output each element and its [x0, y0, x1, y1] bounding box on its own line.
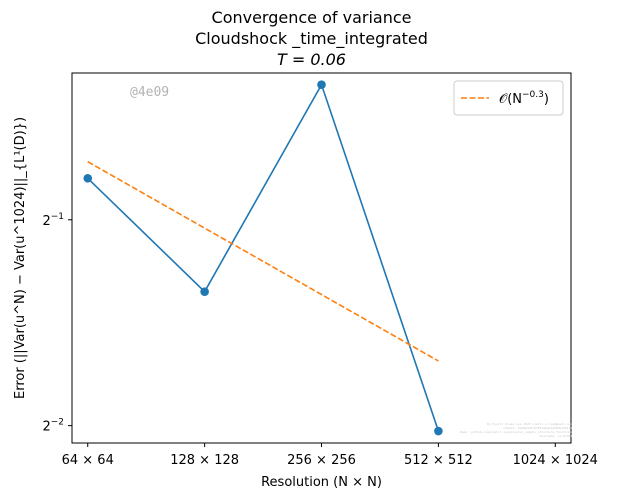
x-axis-title: Resolution (N × N): [261, 475, 382, 490]
footnote-line: Commit: 4e09b3d6f0785d4bab4d295b123111: [503, 426, 572, 430]
y-axis-title: Error (||Var(u^N) − Var(u^1024)||_{L¹(D)…: [13, 117, 28, 399]
reference-slope-line: [87, 160, 439, 362]
legend-box: [453, 80, 564, 116]
data-point: [317, 80, 326, 89]
series-layer: [83, 80, 443, 436]
x-tick-label: 1024 × 1024: [513, 453, 598, 468]
watermark-text: @4e09: [130, 85, 170, 100]
data-point: [83, 173, 93, 183]
x-tick-label: 512 × 512: [404, 453, 473, 468]
footnote-line: By Kjetil Olsen Lye 2020 kjetil.o.lye@gm…: [487, 422, 572, 426]
plot-area-frame: [71, 72, 572, 444]
axes-frame: [71, 72, 572, 444]
y-tick-label: 2−2: [42, 418, 64, 435]
error-series-line: [87, 82, 440, 432]
x-tick-label: 256 × 256: [287, 453, 356, 468]
chart-title: Convergence of variance: [211, 8, 412, 27]
footnote-line: Repo: github.com/kjetil-lye/alsvinn_ismp…: [460, 430, 572, 434]
legend: 𝒪(N−0.3): [453, 80, 564, 116]
x-tick-label: 64 × 64: [62, 453, 114, 468]
chart-subtitle: Cloudshock _time_integrated: [195, 29, 428, 48]
chart-time-label: T = 0.06: [277, 50, 346, 69]
y-tick-label: 2−1: [42, 212, 64, 229]
footnote: By Kjetil Olsen Lye 2020 kjetil.o.lye@gm…: [350, 422, 572, 438]
data-point: [200, 287, 209, 296]
axis-titles: Resolution (N × N) Error (||Var(u^N) − Va…: [13, 117, 382, 490]
data-point: [434, 426, 443, 436]
x-tick-label: 128 × 128: [170, 453, 239, 468]
footnote-line: Hostname: ls-mlt01: [539, 434, 572, 438]
tick-marks: 64 × 64 128 × 128 256 × 256 512 × 512 1024 ×…: [42, 212, 598, 468]
